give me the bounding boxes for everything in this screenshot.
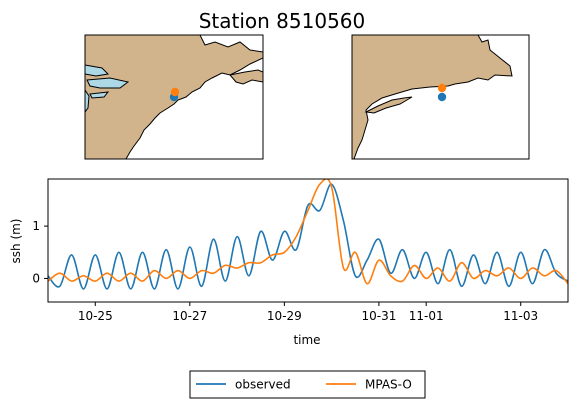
x-tick-label: 10-27 — [172, 309, 207, 323]
great-lake — [89, 91, 110, 99]
great-lake — [85, 64, 110, 77]
series-layer — [48, 179, 568, 290]
lake-michigan — [85, 89, 90, 113]
model-station-marker — [170, 87, 180, 97]
legend-frame — [189, 370, 426, 399]
local-map — [351, 34, 530, 160]
plot-frame — [47, 178, 569, 303]
figure-title: Station 8510560 — [199, 9, 366, 33]
timeseries-plot: 10-25 10-27 10-29 10-31 11-01 11-03 01 time s… — [9, 178, 569, 347]
x-tick-label: 10-29 — [267, 309, 302, 323]
legend-label-model: MPAS-O — [365, 378, 412, 392]
series-line-model — [48, 179, 568, 285]
observed-station-marker — [437, 92, 447, 102]
regional-map — [84, 34, 264, 160]
great-lake — [86, 77, 130, 89]
legend-label-observed: observed — [235, 378, 291, 392]
land-peninsula — [229, 69, 263, 85]
y-axis: 01 — [32, 219, 48, 285]
x-axis-label: time — [293, 333, 320, 347]
legend: observed MPAS-O — [189, 370, 426, 399]
y-tick-label: 0 — [32, 271, 40, 285]
x-axis: 10-25 10-27 10-29 10-31 11-01 11-03 — [78, 302, 538, 323]
x-tick-label: 11-03 — [503, 309, 538, 323]
y-tick-label: 1 — [32, 219, 40, 233]
x-tick-label: 11-01 — [409, 309, 444, 323]
long-island — [364, 96, 413, 114]
land-mass — [352, 35, 513, 159]
map-frame — [84, 34, 264, 160]
x-tick-label: 10-31 — [361, 309, 396, 323]
model-station-marker — [437, 83, 447, 93]
map-frame — [351, 34, 530, 160]
y-axis-label: ssh (m) — [9, 219, 23, 264]
x-tick-label: 10-25 — [78, 309, 113, 323]
series-line-observed — [48, 183, 568, 290]
